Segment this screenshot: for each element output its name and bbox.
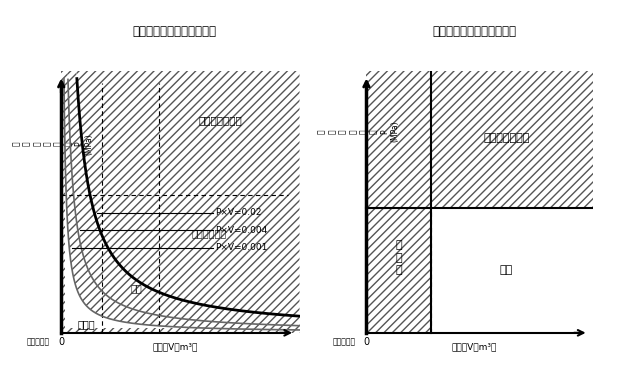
- Text: 内容積V（m³）: 内容積V（m³）: [152, 342, 197, 351]
- Text: （大気圧）: （大気圧）: [333, 337, 356, 346]
- Text: 適
用
外: 適 用 外: [396, 240, 402, 275]
- Text: 内容積V（m³）: 内容積V（m³）: [452, 342, 497, 351]
- Text: P×V=0.02: P×V=0.02: [215, 209, 262, 218]
- Text: 第一種圧力容器: 第一種圧力容器: [198, 116, 242, 125]
- Text: 適用外: 適用外: [77, 319, 95, 329]
- Text: 第二種圧力容器: 第二種圧力容器: [484, 133, 530, 143]
- Text: 最
高
使
用
圧
力
P
(MPa): 最 高 使 用 圧 力 P (MPa): [318, 120, 399, 142]
- Text: P×V=0.001: P×V=0.001: [215, 243, 268, 252]
- Text: 第一種圧力容器の適用区分: 第一種圧力容器の適用区分: [133, 25, 217, 38]
- Text: 最
高
使
用
圧
力
P
(MPa): 最 高 使 用 圧 力 P (MPa): [12, 133, 94, 154]
- Text: 小型圧力容器: 小型圧力容器: [191, 228, 227, 238]
- Text: 0: 0: [363, 337, 369, 347]
- Text: 0: 0: [58, 337, 64, 347]
- Text: P×V=0.004: P×V=0.004: [215, 226, 268, 235]
- Text: 第二種圧力容器の適用区分: 第二種圧力容器の適用区分: [432, 25, 516, 38]
- Text: 容器: 容器: [130, 283, 142, 293]
- Text: 容器: 容器: [500, 265, 513, 275]
- Text: （大気圧）: （大気圧）: [27, 337, 50, 346]
